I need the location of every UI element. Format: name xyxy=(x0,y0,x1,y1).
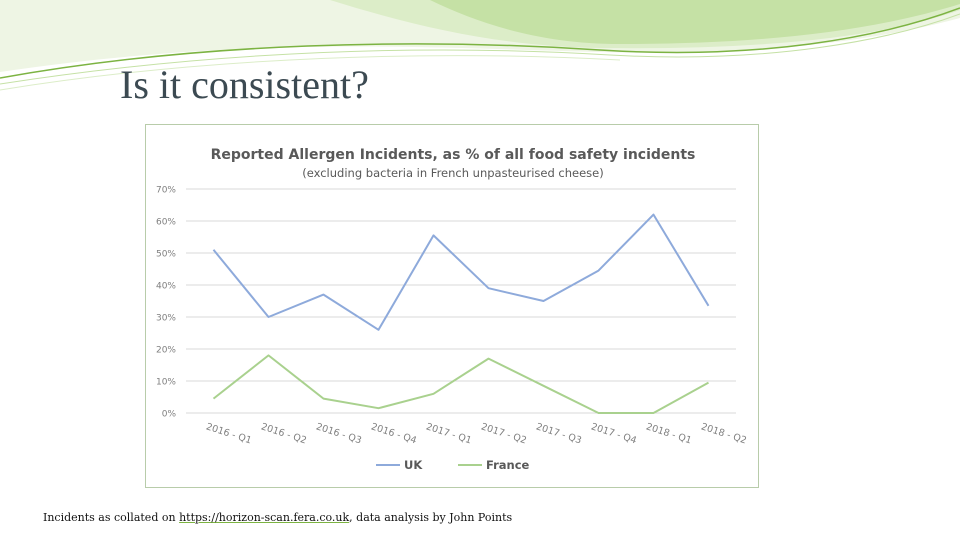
series-line-france xyxy=(212,354,709,414)
x-tick-label: 2017 - Q2 xyxy=(480,421,528,446)
source-link[interactable]: https://horizon-scan.fera.co.uk xyxy=(179,511,350,524)
x-tick-label: 2018 - Q1 xyxy=(645,421,693,446)
series-line-uk xyxy=(212,213,710,331)
legend-label-france: France xyxy=(486,458,530,472)
x-tick-label: 2016 - Q3 xyxy=(315,421,363,446)
x-tick-label: 2017 - Q4 xyxy=(590,421,638,446)
footer-suffix: , data analysis by John Points xyxy=(349,511,513,524)
y-tick-label: 60% xyxy=(156,218,176,228)
x-tick-label: 2017 - Q1 xyxy=(425,421,473,446)
legend-label-uk: UK xyxy=(404,458,423,472)
chart-title: Reported Allergen Incidents, as % of all… xyxy=(211,147,696,163)
source-footer: Incidents as collated on https://horizon… xyxy=(43,511,512,524)
y-tick-label: 70% xyxy=(156,186,176,196)
y-tick-label: 50% xyxy=(156,250,176,260)
line-chart: Reported Allergen Incidents, as % of all… xyxy=(156,147,748,472)
y-tick-label: 30% xyxy=(156,314,176,324)
y-tick-label: 40% xyxy=(156,282,176,292)
chart-container: Reported Allergen Incidents, as % of all… xyxy=(145,124,759,488)
x-tick-label: 2017 - Q3 xyxy=(535,421,583,446)
y-tick-label: 10% xyxy=(156,378,176,388)
slide-title: Is it consistent? xyxy=(120,62,369,107)
chart-subtitle: (excluding bacteria in French unpasteuri… xyxy=(302,166,603,180)
footer-prefix: Incidents as collated on xyxy=(43,511,180,524)
x-tick-label: 2016 - Q2 xyxy=(260,421,308,446)
x-tick-label: 2018 - Q2 xyxy=(700,421,748,446)
x-tick-label: 2016 - Q4 xyxy=(370,421,418,446)
x-tick-label: 2016 - Q1 xyxy=(205,421,253,446)
y-tick-label: 20% xyxy=(156,346,176,356)
y-tick-label: 0% xyxy=(162,410,177,420)
